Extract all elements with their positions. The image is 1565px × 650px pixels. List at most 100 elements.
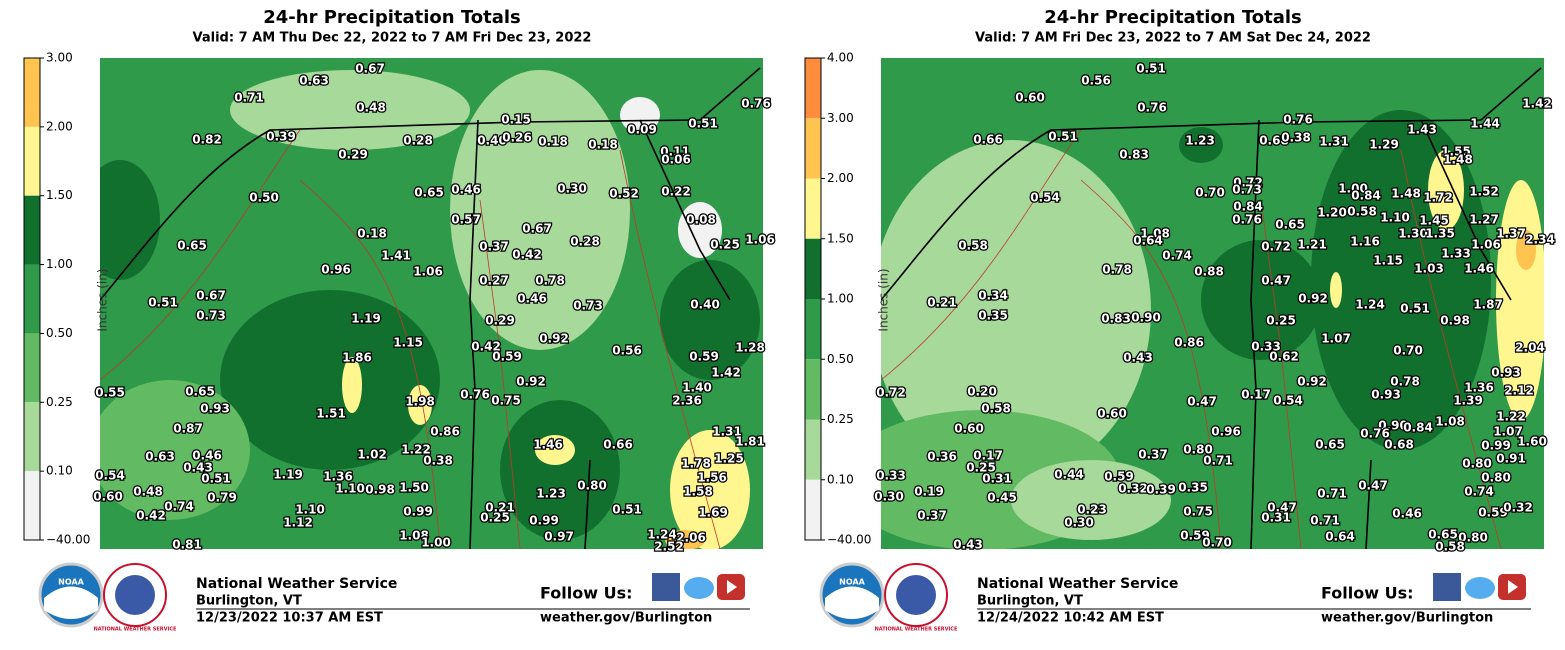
station-value: 0.51 (201, 472, 231, 486)
station-value: 1.43 (1407, 123, 1437, 137)
station-value: 0.71 (1310, 514, 1340, 528)
station-value: 0.26 (502, 131, 532, 145)
precip-area (1516, 230, 1536, 270)
colorbar-label: 0.10 (827, 472, 854, 486)
precip-area (450, 70, 630, 350)
station-value: 1.87 (1473, 298, 1503, 312)
station-value: 1.08 (399, 529, 429, 543)
station-value: 0.25 (966, 461, 996, 475)
station-value: 0.32 (1118, 482, 1148, 496)
station-value: 0.72 (1261, 240, 1291, 254)
station-value: 0.33 (1251, 340, 1281, 354)
road (1260, 199, 1302, 549)
station-value: 0.08 (686, 213, 716, 227)
colorbar-segment (805, 178, 821, 239)
station-value: 0.21 (927, 296, 957, 310)
station-value: 0.65 (177, 239, 207, 253)
station-value: 0.74 (1464, 485, 1494, 499)
station-value: 0.11 (660, 145, 690, 159)
station-value: 1.28 (735, 341, 765, 355)
precip-area (1201, 240, 1321, 360)
station-value: 0.78 (1390, 375, 1420, 389)
station-value: 0.92 (539, 332, 569, 346)
station-value: 0.92 (516, 375, 546, 389)
station-value: 0.66 (603, 438, 633, 452)
website-link[interactable]: weather.gov/Burlington (540, 611, 712, 626)
colorbar-label: −40.00 (46, 533, 90, 547)
state-border (881, 67, 1542, 301)
station-value: 1.56 (697, 471, 727, 485)
station-value: 0.34 (978, 289, 1008, 303)
station-value: 0.76 (1137, 101, 1167, 115)
station-value: 1.51 (316, 407, 346, 421)
station-value: 0.90 (1131, 311, 1161, 325)
station-value: 1.16 (1350, 235, 1380, 249)
station-value: 0.27 (479, 274, 509, 288)
station-value: 0.76 (741, 97, 771, 111)
twitter-icon[interactable] (1465, 577, 1495, 599)
station-value: 0.84 (1403, 421, 1433, 435)
station-value: 0.51 (1400, 302, 1430, 316)
station-value: 1.06 (413, 265, 443, 279)
station-value: 0.78 (1102, 263, 1132, 277)
station-value: 0.37 (479, 240, 509, 254)
state-border (1365, 459, 1372, 549)
map (100, 58, 763, 549)
station-value: 0.74 (1162, 249, 1192, 263)
station-value: 0.59 (689, 350, 719, 364)
station-value: 0.32 (1503, 501, 1533, 515)
station-value: 0.30 (1064, 516, 1094, 530)
station-value: 0.21 (485, 501, 515, 515)
station-value: 0.25 (1266, 314, 1296, 328)
station-value: 1.60 (1517, 435, 1547, 449)
precip-area (620, 97, 660, 133)
station-value: 0.31 (1261, 511, 1291, 525)
twitter-icon[interactable] (684, 577, 714, 599)
station-value: 1.41 (381, 249, 411, 263)
station-value: 0.73 (196, 309, 226, 323)
facebook-icon[interactable] (652, 573, 680, 601)
website-link[interactable]: weather.gov/Burlington (1321, 611, 1493, 626)
map-title: 24-hr Precipitation Totals (1044, 7, 1302, 28)
map-subtitle: Valid: 7 AM Fri Dec 23, 2022 to 7 AM Sat… (975, 31, 1371, 46)
station-value: 0.70 (1393, 344, 1423, 358)
station-value: 0.99 (1481, 439, 1511, 453)
precip-area (660, 260, 760, 380)
map (881, 58, 1544, 549)
station-value: 1.35 (1425, 227, 1455, 241)
state-border (100, 67, 761, 301)
colorbar-label: 3.00 (827, 111, 854, 125)
precip-area (665, 530, 705, 549)
station-value: 0.75 (1183, 505, 1213, 519)
precip-area (678, 202, 722, 258)
station-value: 0.19 (914, 485, 944, 499)
station-value: 1.00 (421, 536, 451, 550)
station-value: 0.88 (1194, 265, 1224, 279)
station-value: 2.12 (1504, 384, 1534, 398)
station-value: 1.12 (283, 516, 313, 530)
station-value: 0.54 (1030, 191, 1060, 205)
station-value: 0.54 (1273, 394, 1303, 408)
station-value: 0.60 (954, 422, 984, 436)
station-value: 1.31 (712, 425, 742, 439)
panel: 24-hr Precipitation Totals Valid: 7 AM Fr… (804, 7, 1556, 633)
station-value: 0.98 (365, 483, 395, 497)
station-value: 0.46 (451, 183, 481, 197)
station-value: 2.34 (1525, 233, 1555, 247)
org-name: National Weather Service (196, 576, 397, 592)
station-value: 1.45 (1419, 214, 1449, 228)
station-value: 0.36 (927, 450, 957, 464)
colorbar-segment (805, 238, 821, 299)
station-value: 1.22 (1496, 410, 1526, 424)
nws-logo-text: NATIONAL WEATHER SERVICE (94, 627, 177, 633)
station-value: 0.76 (1232, 213, 1262, 227)
station-value: 0.28 (570, 235, 600, 249)
station-value: 0.46 (192, 449, 222, 463)
station-value: 0.70 (1195, 186, 1225, 200)
facebook-icon[interactable] (1433, 573, 1461, 601)
station-value: 0.46 (1392, 507, 1422, 521)
colorbar-segment (24, 264, 40, 334)
state-border (639, 119, 731, 301)
station-value: 0.65 (1428, 528, 1458, 542)
station-value: 0.50 (249, 191, 279, 205)
